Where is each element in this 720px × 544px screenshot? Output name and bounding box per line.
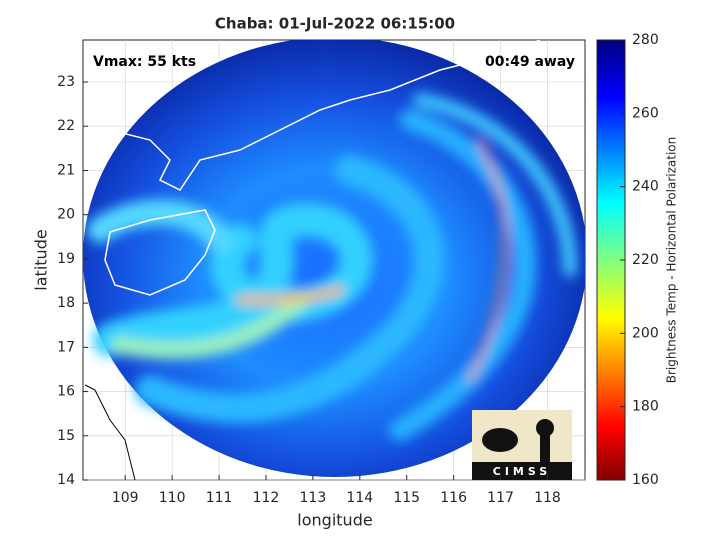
x-tick-label: 116	[440, 490, 467, 506]
colorbar-tick-label: 260	[632, 105, 659, 121]
x-tick-label: 112	[253, 490, 280, 506]
y-tick-label: 21	[57, 162, 75, 178]
x-tick-label: 118	[534, 490, 561, 506]
logo-text: CIMSS	[493, 465, 551, 478]
annotation: 00:49 away	[485, 54, 575, 70]
x-tick-label: 110	[159, 490, 186, 506]
y-tick-label: 18	[57, 295, 75, 311]
logo: CIMSS	[472, 410, 572, 480]
colorbar-tick-label: 240	[632, 179, 659, 195]
y-tick-label: 23	[57, 74, 75, 90]
image: CIMSS	[83, 40, 585, 480]
annotation: Vmax: 55 kts	[93, 54, 196, 70]
x-tick-label: 109	[112, 490, 139, 506]
colorbar-tick-label: 220	[632, 252, 659, 268]
y-tick-label: 14	[57, 472, 75, 488]
colorbar-tick-label: 180	[632, 399, 659, 415]
y-tick-label: 22	[57, 118, 75, 134]
colorbar-tick-label: 160	[632, 472, 659, 488]
y-tick-label: 17	[57, 339, 75, 355]
colorbar-label: Brightness Temp - Horizontal Polarizatio…	[665, 137, 679, 384]
y-tick-label: 16	[57, 384, 75, 400]
x-tick-label: 114	[346, 490, 373, 506]
colorbar-tick-label: 200	[632, 325, 659, 341]
y-tick-label: 15	[57, 428, 75, 444]
x-tick-label: 111	[206, 490, 233, 506]
title: Chaba: 01-Jul-2022 06:15:00	[215, 15, 455, 33]
x-tick-label: 115	[393, 490, 420, 506]
y-tick-label: 20	[57, 207, 75, 223]
x-tick-label: 113	[300, 490, 327, 506]
x-tick-label: 117	[487, 490, 514, 506]
y-tick-label: 19	[57, 251, 75, 267]
colorbar-tick-label: 280	[632, 32, 659, 48]
y-label: latitude	[32, 229, 51, 290]
x-label: longitude	[297, 511, 372, 530]
